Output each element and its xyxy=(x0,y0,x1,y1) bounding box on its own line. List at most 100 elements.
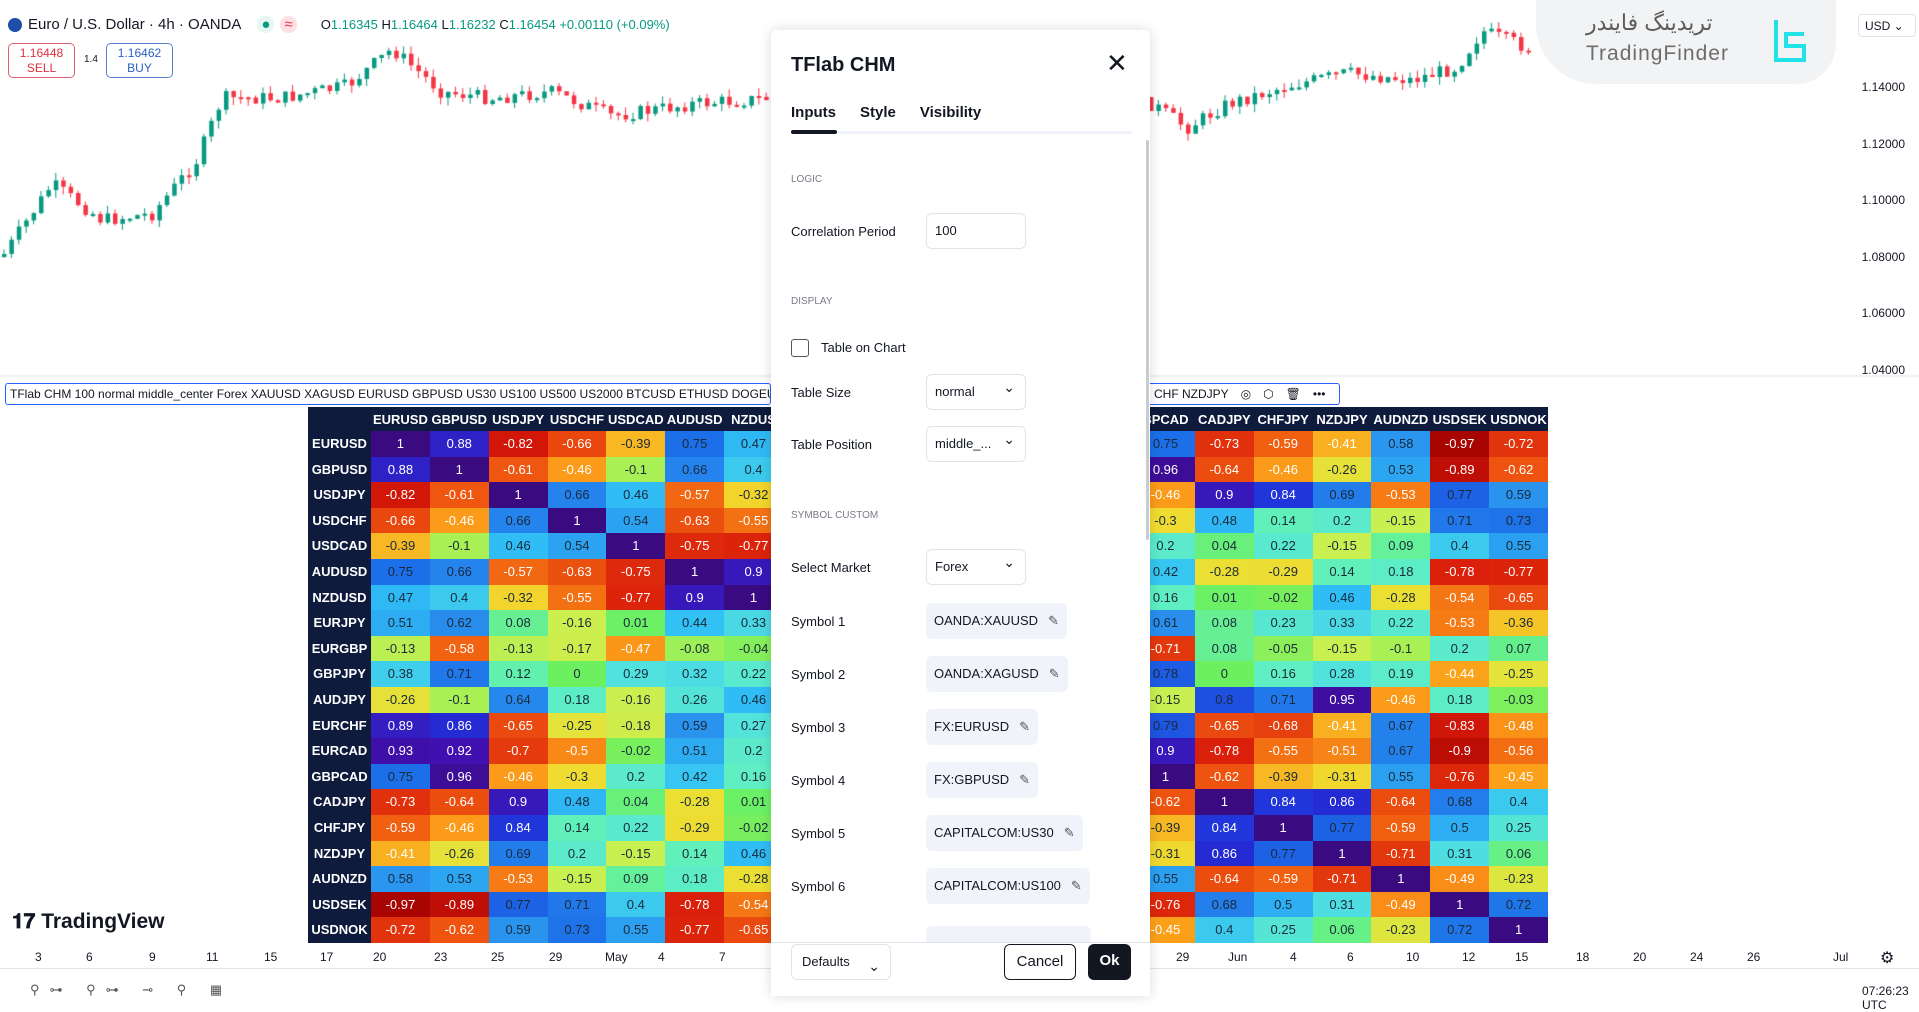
symbol-3-input[interactable]: FX:EURUSD ✎ xyxy=(926,709,1039,745)
heatmap-cell: -0.9 xyxy=(1430,738,1490,764)
heatmap-cell: 0.55 xyxy=(1371,763,1431,790)
time-axis-label: 29 xyxy=(549,950,563,964)
axis-settings-icon[interactable]: ⚙ xyxy=(1880,950,1895,967)
tab-visibility[interactable]: Visibility xyxy=(919,104,982,121)
heatmap-cell: 0.18 xyxy=(547,687,607,713)
time-axis-label: 25 xyxy=(491,950,505,964)
heatmap-cell: -0.15 xyxy=(1371,507,1431,534)
heatmap-row-label: GBPCAD xyxy=(311,768,368,784)
heatmap-cell: 0.53 xyxy=(1371,456,1431,483)
heatmap-cell: -0.64 xyxy=(1194,866,1254,892)
heatmap-cell: 0.04 xyxy=(1194,533,1254,559)
heatmap-cell: 0.46 xyxy=(606,482,666,508)
heatmap-cell: 1 xyxy=(606,533,666,559)
symbol-4-input[interactable]: FX:GBPUSD ✎ xyxy=(926,762,1039,798)
edit-icon[interactable]: ✎ xyxy=(1019,719,1031,734)
indicator-legend-actions: CHF NZDJPY ◎ ⬡ 🗑 ••• xyxy=(1150,383,1340,405)
correlation-period-label: Correlation Period xyxy=(791,224,896,239)
heatmap-row-label: USDNOK xyxy=(311,922,368,938)
ok-button[interactable]: Ok xyxy=(1088,944,1131,980)
defaults-dropdown[interactable]: Defaults xyxy=(791,944,891,983)
heatmap-cell: -0.77 xyxy=(1489,559,1548,585)
heatmap-cell: -0.46 xyxy=(429,815,489,841)
heatmap-cell: 0.59 xyxy=(488,917,548,943)
eye-icon[interactable]: ◎ xyxy=(1240,387,1252,401)
heatmap-cell: 0.71 xyxy=(1430,507,1490,534)
heatmap-row-label: AUDNZD xyxy=(312,871,367,887)
heatmap-cell: -0.7 xyxy=(488,738,548,764)
heatmap-cell: -0.45 xyxy=(1489,763,1548,790)
heatmap-cell: -0.23 xyxy=(1371,917,1431,943)
time-axis-label: 17 xyxy=(320,950,334,964)
heatmap-cell: 1 xyxy=(1253,815,1313,841)
heatmap-row-label: USDCHF xyxy=(312,512,367,528)
heatmap-cell: 0.25 xyxy=(1489,815,1548,841)
bottom-toolbar[interactable]: ⚲⊶ ⚲⊶ ⊸ ⚲ ▦ xyxy=(30,982,233,997)
indicator-legend-tail: CHF NZDJPY xyxy=(1154,387,1229,401)
symbol-title[interactable]: Euro / U.S. Dollar · 4h · OANDA xyxy=(28,16,242,33)
correlation-period-input[interactable]: 100 xyxy=(926,213,1026,249)
heatmap-cell: 0.58 xyxy=(1371,431,1431,457)
tradingview-logo[interactable]: 𝟏𝟕 TradingView xyxy=(12,910,165,933)
heatmap-cell: -0.02 xyxy=(1253,584,1313,611)
cancel-button[interactable]: Cancel xyxy=(1004,944,1076,980)
heatmap-cell: -0.46 xyxy=(429,507,489,534)
select-market-select[interactable]: Forex xyxy=(926,549,1026,585)
symbol-6-input[interactable]: CAPITALCOM:US100 ✎ xyxy=(926,868,1090,904)
settings-icon[interactable]: ⬡ xyxy=(1263,387,1274,401)
heatmap-cell: 0.86 xyxy=(429,712,489,739)
heatmap-cell: 0.89 xyxy=(371,712,430,739)
indicator-legend[interactable]: TFlab CHM 100 normal middle_center Forex… xyxy=(5,383,771,405)
heatmap-cell: 0.66 xyxy=(429,559,489,585)
heatmap-cell: -0.58 xyxy=(429,635,489,662)
symbol-5-input[interactable]: CAPITALCOM:US30 ✎ xyxy=(926,815,1083,851)
table-size-select[interactable]: normal xyxy=(926,374,1026,410)
table-position-select[interactable]: middle_... xyxy=(926,426,1026,462)
edit-icon[interactable]: ✎ xyxy=(1048,613,1059,628)
tab-inputs[interactable]: Inputs xyxy=(791,104,836,121)
scrollbar[interactable] xyxy=(1146,140,1149,540)
symbol-1-input[interactable]: OANDA:XAUUSD ✎ xyxy=(926,603,1067,639)
currency-dropdown[interactable]: USD ⌄ xyxy=(1858,14,1916,37)
price-axis-label: 1.12000 xyxy=(1861,136,1905,151)
heatmap-cell: 0.9 xyxy=(665,584,725,611)
close-icon[interactable]: ✕ xyxy=(1106,48,1128,78)
heatmap-cell: 0.92 xyxy=(429,738,489,764)
heatmap-cell: 0.93 xyxy=(371,738,430,764)
heatmap-cell: -0.72 xyxy=(371,917,430,943)
tab-style[interactable]: Style xyxy=(860,104,896,121)
heatmap-cell: -0.62 xyxy=(429,917,489,943)
edit-icon[interactable]: ✎ xyxy=(1019,772,1031,787)
heatmap-column-header: CHFJPY xyxy=(1257,412,1309,427)
tab-divider xyxy=(791,131,1132,134)
heatmap-cell: 0.48 xyxy=(1194,507,1254,534)
table-size-label: Table Size xyxy=(791,385,851,400)
heatmap-cell: 0.28 xyxy=(1312,661,1372,687)
heatmap-cell: -0.53 xyxy=(488,866,548,892)
heatmap-cell: -0.82 xyxy=(488,431,548,457)
heatmap-cell: 0.95 xyxy=(1312,687,1372,713)
symbol-7-input-partial[interactable] xyxy=(926,926,1091,946)
heatmap-cell: 0.2 xyxy=(606,763,666,790)
edit-icon[interactable]: ✎ xyxy=(1063,825,1075,840)
edit-icon[interactable]: ✎ xyxy=(1048,666,1060,681)
heatmap-cell: 0.55 xyxy=(606,917,666,943)
symbol-2-input[interactable]: OANDA:XAGUSD ✎ xyxy=(926,656,1068,692)
heatmap-cell: -0.59 xyxy=(1253,431,1313,457)
more-icon[interactable]: ••• xyxy=(1312,387,1326,401)
heatmap-cell: 0.4 xyxy=(1194,917,1254,943)
edit-icon[interactable]: ✎ xyxy=(1070,878,1082,893)
sell-button[interactable]: 1.16448 SELL xyxy=(8,43,75,78)
heatmap-column-header: NZDUS xyxy=(731,412,776,427)
heatmap-cell: -0.78 xyxy=(1430,559,1490,585)
trash-icon[interactable]: 🗑 xyxy=(1285,387,1301,401)
buy-button[interactable]: 1.16462 BUY xyxy=(106,43,173,78)
heatmap-cell: 0.32 xyxy=(665,661,725,687)
table-on-chart-checkbox[interactable] xyxy=(791,339,809,357)
heatmap-cell: -0.53 xyxy=(1430,610,1490,636)
section-symbol-custom: SYMBOL CUSTOM xyxy=(791,510,879,521)
heatmap-cell: -0.49 xyxy=(1430,866,1490,892)
heatmap-cell: -0.16 xyxy=(606,687,666,713)
symbol-2-label: Symbol 2 xyxy=(791,667,846,682)
heatmap-cell: 0.67 xyxy=(1371,738,1431,764)
